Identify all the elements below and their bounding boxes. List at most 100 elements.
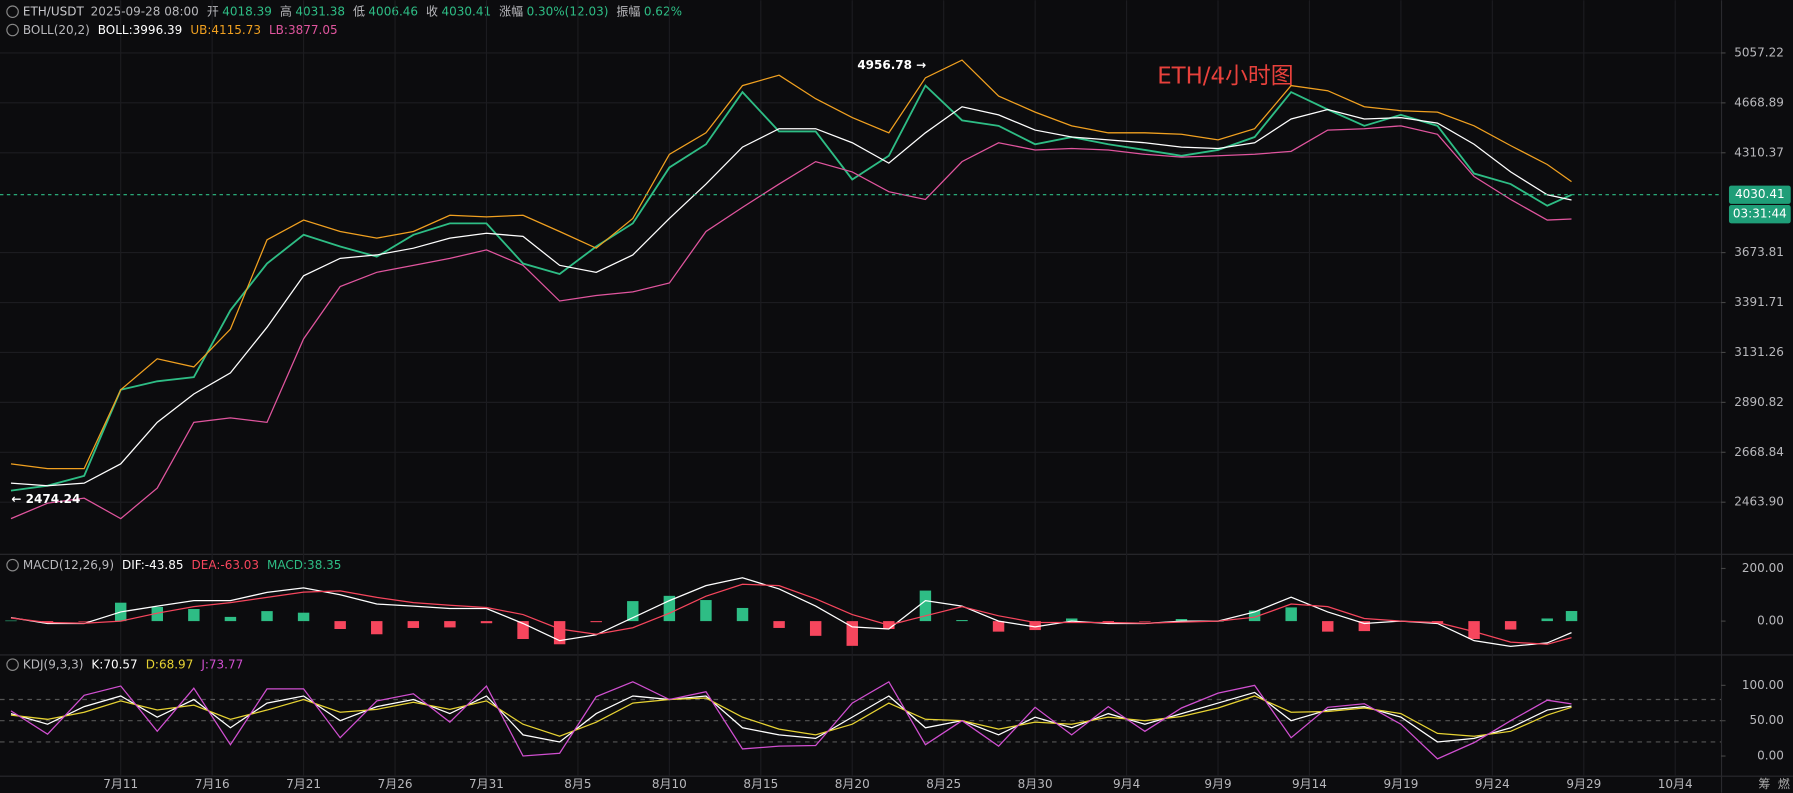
x-tick-label: 8月10	[652, 777, 687, 791]
y-tick-label: 3391.71	[1734, 295, 1784, 309]
symbol: ETH/USDT	[23, 4, 85, 18]
histogram-bar	[1248, 610, 1261, 622]
x-tick-label: 9月19	[1383, 777, 1418, 791]
histogram-bar	[1468, 621, 1480, 640]
histogram-bar	[1541, 618, 1553, 622]
histogram-bar	[590, 621, 602, 623]
histogram-bar	[224, 616, 237, 622]
x-tick-label: 7月26	[378, 777, 413, 791]
time: 2025-09-28 08:00	[91, 4, 199, 18]
histogram-bar	[700, 600, 712, 622]
histogram-bar	[627, 601, 639, 622]
histogram-bar	[1504, 621, 1517, 630]
histogram-bar	[5, 620, 17, 622]
chart-title: ETH/4小时图	[1157, 63, 1293, 89]
histogram-bar	[444, 621, 456, 628]
indicator-header: BOLL(20,2) BOLL:3996.39 UB:4115.73 LB:3877.…	[23, 23, 338, 37]
x-tick-label: 9月9	[1204, 777, 1231, 791]
series-line	[10, 577, 1572, 647]
series-line	[10, 680, 1572, 760]
indicator-value: UB:4115.73	[190, 23, 261, 37]
series-line	[10, 84, 1572, 492]
histogram-bar	[773, 621, 785, 628]
histogram-bar	[1139, 621, 1151, 622]
y-tick-label: 3131.26	[1734, 345, 1784, 359]
x-tick-label: 8月5	[564, 777, 591, 791]
histogram-bar	[334, 621, 346, 630]
indicator-value: D:68.97	[146, 657, 194, 671]
y-tick-label: 5057.22	[1734, 45, 1784, 59]
price-tag-label: 4030.41	[1735, 187, 1785, 201]
histogram-bar	[151, 606, 163, 622]
x-tick-label: 7月21	[286, 777, 321, 791]
x-tick-label: 8月20	[835, 777, 870, 791]
series-line	[10, 583, 1572, 645]
x-tick-label: 9月24	[1475, 777, 1510, 791]
histogram-bar	[517, 621, 529, 640]
x-tick-label: 7月11	[103, 777, 138, 791]
collapse-icon[interactable]	[6, 658, 19, 671]
series-line	[10, 125, 1572, 520]
y-tick-label: 100.00	[1742, 678, 1784, 692]
histogram-bar	[261, 611, 273, 622]
indicator-value: BOLL:3996.39	[98, 23, 183, 37]
field-label: 低	[353, 4, 365, 18]
collapse-icon[interactable]	[6, 558, 19, 572]
y-tick-label: 2463.90	[1734, 495, 1784, 509]
indicator-value: J:73.77	[200, 657, 243, 671]
field-value: 0.30%(12.03)	[527, 4, 609, 18]
histogram-bar	[78, 621, 90, 622]
histogram-bar	[736, 607, 749, 622]
histogram-bar	[1029, 621, 1041, 631]
y-tick-label: 200.00	[1742, 561, 1784, 575]
indicator-value: MACD:38.35	[267, 558, 341, 572]
histogram-bar	[992, 621, 1005, 632]
countdown-label: 03:31:44	[1733, 207, 1787, 221]
histogram-bar	[297, 612, 310, 622]
collapse-icon[interactable]	[6, 5, 19, 19]
indicator-name: MACD(12,26,9)	[23, 558, 114, 572]
histogram-bar	[1322, 621, 1334, 632]
x-tick-label: 10月4	[1658, 777, 1693, 791]
histogram-bar	[553, 621, 566, 645]
field-label: 收	[426, 4, 438, 18]
x-tick-label: 7月31	[469, 777, 504, 791]
x-tick-label: 8月30	[1018, 777, 1053, 791]
histogram-bar	[1565, 611, 1578, 622]
countdown-tag	[1728, 205, 1791, 224]
y-tick-label: 4668.89	[1734, 95, 1784, 109]
field-value: 4006.46	[368, 4, 418, 18]
extreme-label: ← 2474.24	[11, 492, 80, 506]
y-tick-label: 0.00	[1757, 614, 1784, 628]
y-tick-label: 3673.81	[1734, 245, 1784, 259]
x-tick-label: 9月14	[1292, 777, 1327, 791]
field-label: 涨幅	[499, 3, 523, 18]
histogram-bar	[846, 621, 858, 646]
x-tick-label: 9月29	[1566, 777, 1601, 791]
indicator-name: BOLL(20,2)	[23, 23, 90, 37]
histogram-bar	[1065, 618, 1078, 622]
field-value: 4018.39	[222, 4, 272, 18]
histogram-bar	[663, 595, 676, 622]
y-tick-label: 50.00	[1749, 713, 1783, 727]
series-line	[10, 59, 1572, 470]
indicator-value: DEA:-63.03	[192, 558, 260, 572]
collapse-icon[interactable]	[6, 23, 19, 37]
series-line	[10, 106, 1572, 487]
histogram-bar	[1175, 619, 1188, 622]
indicator-header: MACD(12,26,9) DIF:-43.85 DEA:-63.03 MACD:38…	[23, 558, 342, 572]
y-tick-label: 2668.84	[1734, 445, 1784, 459]
toolbar-button[interactable]: 燃	[1778, 776, 1790, 791]
x-tick-label: 7月16	[195, 777, 230, 791]
histogram-bar	[919, 590, 932, 622]
histogram-bar	[480, 621, 493, 624]
x-tick-label: 8月25	[926, 777, 961, 791]
histogram-bar	[371, 621, 383, 635]
field-label: 高	[280, 3, 292, 18]
y-tick-label: 2890.82	[1734, 395, 1784, 409]
indicator-name: KDJ(9,3,3)	[23, 657, 84, 671]
toolbar-button[interactable]: 筹	[1758, 777, 1770, 791]
field-value: 4031.38	[295, 4, 345, 18]
histogram-bar	[809, 621, 822, 636]
